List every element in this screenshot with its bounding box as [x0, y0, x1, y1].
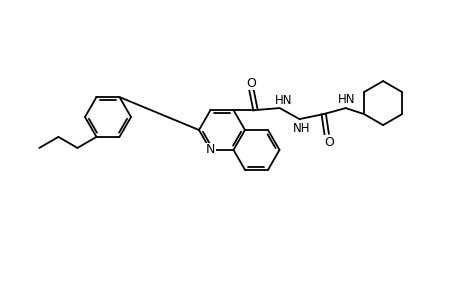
Text: HN: HN [337, 93, 355, 106]
Text: N: N [205, 143, 215, 156]
Text: HN: HN [274, 94, 292, 106]
Text: NH: NH [292, 122, 309, 135]
Text: O: O [323, 136, 333, 148]
Text: O: O [246, 76, 256, 90]
